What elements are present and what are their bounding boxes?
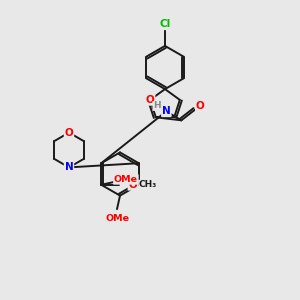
Text: CH₃: CH₃: [139, 180, 157, 189]
Text: OMe: OMe: [114, 175, 138, 184]
Text: H: H: [153, 101, 160, 110]
Text: O: O: [146, 95, 154, 105]
Text: O: O: [128, 180, 137, 190]
Text: Cl: Cl: [159, 19, 171, 29]
Text: O: O: [64, 128, 74, 138]
Text: OMe: OMe: [105, 214, 129, 223]
Text: N: N: [162, 106, 171, 116]
Text: N: N: [64, 162, 74, 172]
Text: O: O: [196, 101, 205, 111]
